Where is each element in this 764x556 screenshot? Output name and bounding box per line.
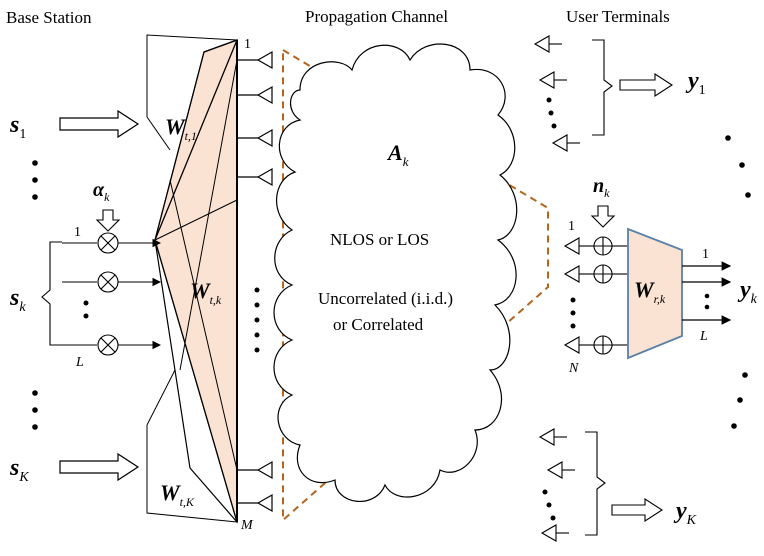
rx-dots — [570, 297, 576, 329]
branch-index-1: 1 — [74, 225, 81, 240]
combiner-outputs — [682, 261, 732, 325]
left-dots-top — [32, 160, 38, 200]
precoder-w1: Wt,1 — [165, 114, 197, 143]
stream-s1: s1 — [9, 112, 26, 142]
precoder-wk: Wt,k — [190, 278, 222, 307]
rx-antennas — [563, 236, 628, 355]
left-dots-bottom — [32, 390, 38, 430]
header-base-station: Base Station — [6, 8, 92, 27]
channel-correlation-2: or Correlated — [333, 315, 424, 334]
channel-nlos-los: NLOS or LOS — [330, 230, 429, 249]
user-terminal-K-dots — [542, 489, 556, 521]
precoder-wK: Wt,K — [160, 480, 195, 509]
channel-correlation-1: Uncorrelated (i.i.d.) — [318, 289, 453, 308]
stream-s1-arrow — [59, 109, 140, 139]
header-user-terminals: User Terminals — [566, 7, 670, 26]
output-dots — [704, 293, 710, 310]
output-yK-arrow — [611, 497, 664, 523]
combiner-block — [627, 227, 683, 360]
output-y1: y1 — [685, 68, 706, 98]
precoder-block — [146, 34, 238, 524]
antenna-index-1: 1 — [244, 37, 251, 52]
output-index-1: 1 — [702, 247, 709, 262]
output-y1-arrow — [619, 72, 674, 98]
right-dots-top — [725, 135, 751, 198]
right-dots-bottom — [731, 372, 748, 429]
stream-sk: sk — [9, 285, 26, 315]
user-terminal-K — [538, 428, 606, 542]
multiplier-branches — [62, 232, 162, 356]
alpha-label: αk — [93, 179, 110, 204]
stream-sK: sK — [9, 455, 29, 485]
noise-label: nk — [593, 175, 610, 200]
channel-matrix-label: Ak — [386, 140, 409, 169]
bs-antenna-dots — [254, 287, 260, 353]
rx-index-1: 1 — [568, 219, 575, 234]
output-yK: yK — [673, 498, 697, 528]
output-index-L: L — [699, 329, 708, 344]
combiner-label: Wr,k — [634, 277, 666, 306]
user-terminal-1 — [533, 35, 613, 152]
noise-arrow — [590, 205, 616, 228]
stream-sK-arrow — [59, 452, 140, 482]
rx-index-N: N — [568, 361, 579, 376]
output-yk: yk — [737, 277, 758, 307]
header-propagation-channel: Propagation Channel — [305, 7, 448, 26]
channel-cloud — [273, 43, 518, 502]
user-terminal-1-dots — [546, 97, 557, 129]
bs-antennas — [237, 50, 273, 513]
antenna-index-M: M — [240, 518, 254, 533]
branch-index-L: L — [75, 355, 84, 370]
alpha-arrow — [95, 209, 121, 232]
sk-bracket — [41, 241, 62, 346]
branch-dots — [83, 300, 89, 319]
